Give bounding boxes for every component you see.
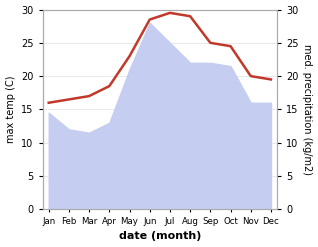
Y-axis label: med. precipitation (kg/m2): med. precipitation (kg/m2)	[302, 44, 313, 175]
Y-axis label: max temp (C): max temp (C)	[5, 76, 16, 143]
X-axis label: date (month): date (month)	[119, 231, 201, 242]
